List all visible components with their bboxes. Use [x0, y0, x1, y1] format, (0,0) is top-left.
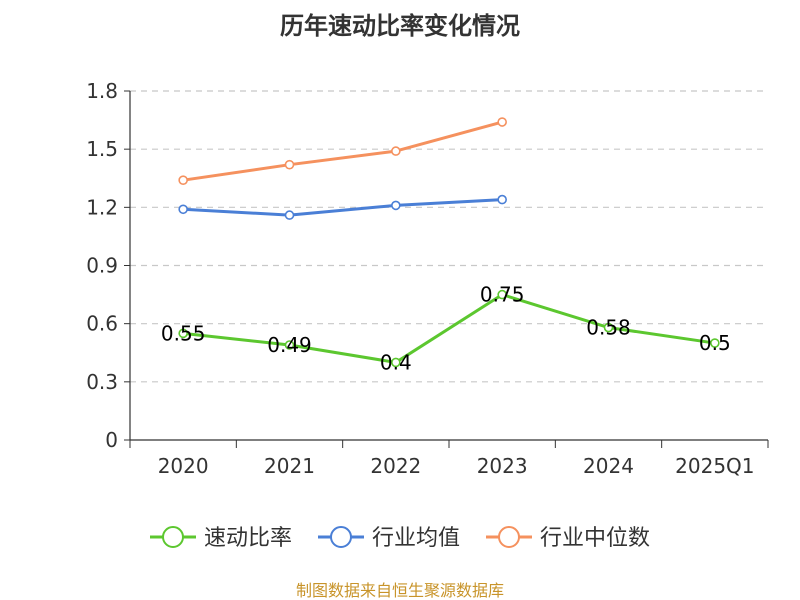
axes: 0 0.3 0.6 0.9 1.2 1.5 1.8 2020 2021 2022 2023 2024 2… [86, 79, 769, 478]
legend-item-0[interactable]: 速动比率 [150, 526, 292, 551]
data-point[interactable] [284, 340, 295, 350]
data-point[interactable] [391, 146, 401, 156]
data-labels: 0.55 0.49 0.4 0.75 0.58 0.5 [161, 283, 731, 375]
data-point[interactable] [284, 210, 295, 220]
legend-marker [498, 526, 520, 548]
x-tick-label: 2021 [264, 454, 315, 478]
series-line-2 [182, 120, 503, 182]
y-tick-label: 0 [105, 428, 118, 452]
y-tick-label: 0.3 [86, 370, 118, 394]
data-label: 0.75 [480, 283, 525, 307]
data-label: 0.55 [161, 321, 206, 345]
data-label: 0.4 [380, 350, 412, 374]
chart-title: 历年速动比率变化情况 [280, 12, 520, 40]
data-point[interactable] [284, 159, 295, 170]
legend-item-1[interactable]: 行业均值 [318, 526, 460, 551]
y-tick-label: 0.6 [86, 312, 118, 336]
data-label: 0.49 [267, 333, 312, 357]
y-tick-label: 1.8 [86, 79, 118, 103]
data-point[interactable] [391, 200, 401, 211]
series-group [178, 117, 720, 368]
gridlines [130, 90, 768, 383]
legend-label: 行业均值 [372, 526, 460, 551]
data-point[interactable] [497, 289, 507, 300]
legend-marker [330, 526, 352, 548]
legend-marker [162, 526, 184, 548]
x-tick-label: 2020 [158, 454, 209, 478]
x-tick-label: 2023 [477, 454, 528, 478]
data-point[interactable] [391, 357, 401, 368]
series-line-0 [183, 293, 716, 364]
legend-label: 行业中位数 [540, 526, 650, 551]
data-point[interactable] [710, 338, 720, 348]
x-tick-label: 2024 [583, 454, 634, 478]
legend[interactable]: 速动比率 行业均值 行业中位数 [150, 526, 650, 551]
data-point[interactable] [178, 175, 188, 185]
x-tick-label: 2022 [370, 454, 421, 478]
legend-item-2[interactable]: 行业中位数 [486, 526, 650, 551]
data-point[interactable] [178, 328, 188, 339]
data-label: 0.58 [586, 316, 631, 340]
y-tick-label: 0.9 [86, 254, 118, 278]
series-line-1 [183, 198, 503, 217]
y-tick-label: 1.5 [86, 137, 118, 161]
x-tick-label: 2025Q1 [675, 454, 754, 478]
data-point[interactable] [603, 322, 614, 333]
data-label: 0.5 [699, 331, 731, 355]
source-note: 制图数据来自恒生聚源数据库 [296, 581, 504, 600]
data-point[interactable] [178, 204, 188, 215]
data-point[interactable] [497, 194, 507, 205]
legend-label: 速动比率 [204, 526, 292, 551]
data-point[interactable] [497, 117, 507, 127]
y-tick-label: 1.2 [86, 195, 118, 219]
